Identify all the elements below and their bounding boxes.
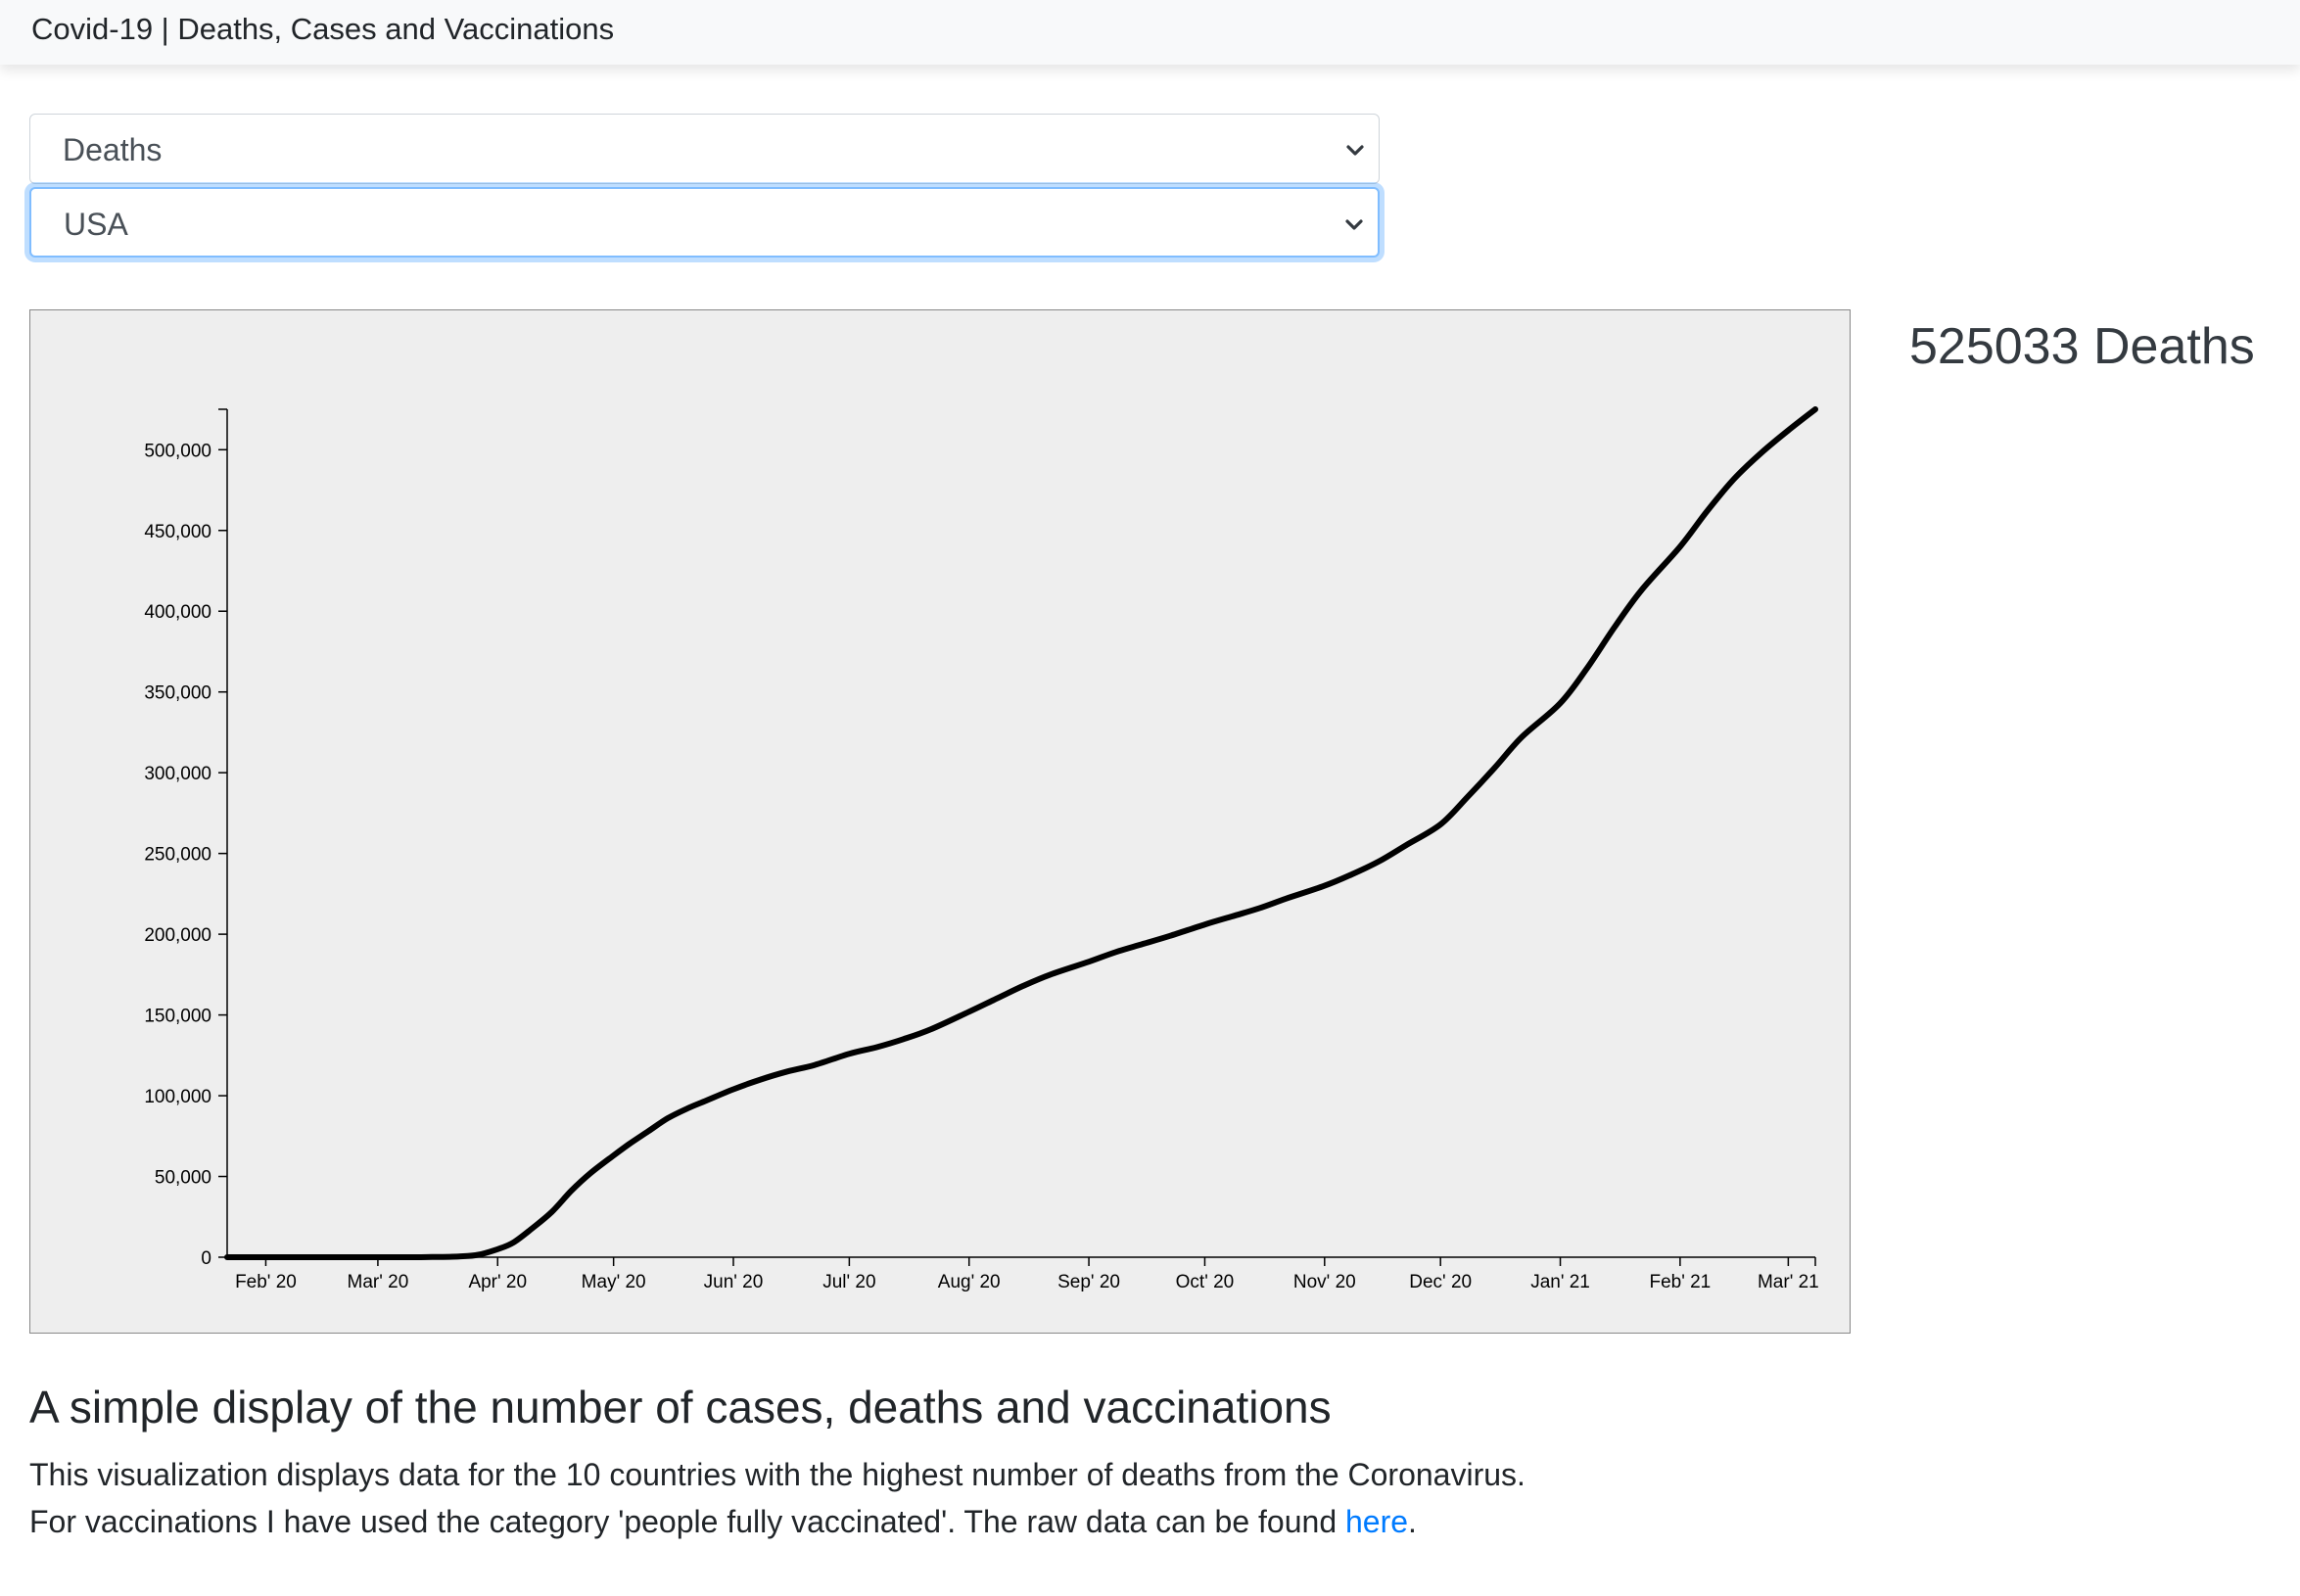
- x-tick-label: Feb' 21: [1649, 1272, 1711, 1292]
- y-tick-label: 100,000: [144, 1087, 211, 1107]
- y-tick-label: 50,000: [155, 1168, 211, 1189]
- deaths-line-chart: 0 50,000 100,000 150,000 200,000 250,000 300,0…: [144, 406, 1819, 1292]
- navbar: Covid-19 | Deaths, Cases and Vaccination…: [0, 0, 2300, 65]
- chevron-down-icon: [1345, 219, 1363, 230]
- x-tick-label: Aug' 20: [938, 1272, 1001, 1292]
- x-tick-label: Mar' 20: [348, 1272, 409, 1292]
- x-tick-label: Apr' 20: [468, 1272, 527, 1292]
- x-tick-label: Oct' 20: [1176, 1272, 1235, 1292]
- country-select-value: USA: [64, 207, 128, 242]
- y-tick-label: 450,000: [144, 522, 211, 542]
- raw-data-link[interactable]: here: [1345, 1504, 1409, 1539]
- x-tick-label: Mar' 21: [1758, 1272, 1819, 1292]
- total-stat: 525033 Deaths: [1909, 315, 2255, 378]
- x-tick-label: Jul' 20: [822, 1272, 875, 1292]
- total-stat-label: Deaths: [2092, 318, 2255, 375]
- chart-panel: 0 50,000 100,000 150,000 200,000 250,000 300,0…: [29, 309, 1851, 1334]
- y-tick-label: 200,000: [144, 925, 211, 946]
- description-line-2-end: .: [1408, 1504, 1417, 1539]
- x-tick-label: Dec' 20: [1409, 1272, 1472, 1292]
- y-tick-label: 250,000: [144, 845, 211, 866]
- y-tick-label: 400,000: [144, 602, 211, 623]
- y-tick-label: 300,000: [144, 764, 211, 784]
- deaths-series-line: [224, 406, 1818, 1261]
- x-tick-label: Nov' 20: [1293, 1272, 1356, 1292]
- description-heading: A simple display of the number of cases,…: [29, 1382, 1332, 1432]
- x-tick-label: Jun' 20: [704, 1272, 764, 1292]
- description-line-2: For vaccinations I have used the categor…: [29, 1502, 1417, 1541]
- y-tick-label: 500,000: [144, 441, 211, 461]
- metric-select-value: Deaths: [63, 132, 163, 167]
- x-tick-label: May' 20: [582, 1272, 646, 1292]
- y-tick-label: 350,000: [144, 683, 211, 704]
- description-line-2-text: For vaccinations I have used the categor…: [29, 1504, 1345, 1539]
- metric-select[interactable]: Deaths: [29, 114, 1380, 184]
- x-tick-label: Jan' 21: [1530, 1272, 1590, 1292]
- x-tick-label: Feb' 20: [235, 1272, 297, 1292]
- chevron-down-icon: [1346, 145, 1364, 156]
- y-tick-label: 0: [201, 1248, 211, 1269]
- country-select[interactable]: USA: [29, 187, 1380, 258]
- description-line-1: This visualization displays data for the…: [29, 1457, 1526, 1492]
- x-tick-label: Sep' 20: [1057, 1272, 1120, 1292]
- navbar-brand[interactable]: Covid-19 | Deaths, Cases and Vaccination…: [31, 12, 615, 46]
- total-stat-value: 525033: [1909, 318, 2080, 375]
- y-tick-label: 150,000: [144, 1007, 211, 1027]
